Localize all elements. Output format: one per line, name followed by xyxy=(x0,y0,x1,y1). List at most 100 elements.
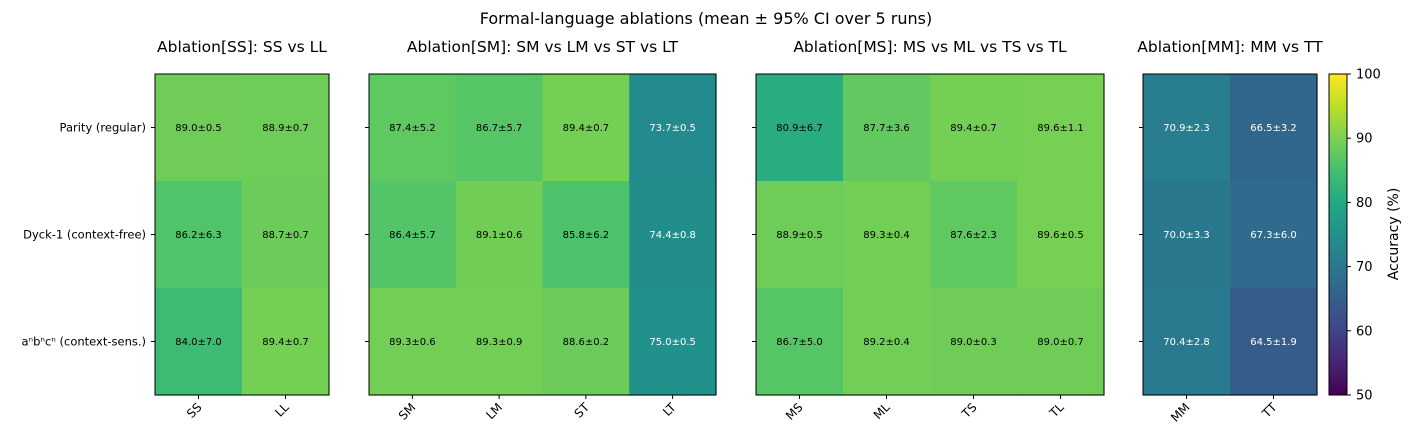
colorbar-tick-label: 50 xyxy=(1356,389,1373,404)
cell-label: 86.4±5.7 xyxy=(389,230,436,241)
heatmap-cell xyxy=(369,288,457,396)
heatmap-cell xyxy=(756,74,844,182)
heatmap-cell xyxy=(843,181,931,289)
cell-label: 89.4±0.7 xyxy=(262,337,309,348)
row-label: aⁿbⁿcⁿ (context-sens.) xyxy=(21,335,146,349)
heatmap-panel-3: Ablation[MS]: MS vs ML vs TS vs TL 80.9±6… xyxy=(752,38,1105,423)
heatmap-cell xyxy=(1230,74,1318,182)
x-tick-label: TS xyxy=(958,400,979,421)
heatmap-cell xyxy=(1230,288,1318,396)
x-tick-label: ML xyxy=(871,400,893,422)
heatmap-cell xyxy=(369,181,457,289)
heatmap-cell xyxy=(843,288,931,396)
cell-label: 89.6±1.1 xyxy=(1037,123,1084,134)
heatmap-cell xyxy=(542,181,630,289)
cell-label: 86.2±6.3 xyxy=(175,230,222,241)
heatmap-cell xyxy=(242,74,330,182)
cell-label: 74.4±0.8 xyxy=(649,230,696,241)
heatmap-cell xyxy=(629,181,717,289)
heatmap-cell xyxy=(242,288,330,396)
heatmap-cell xyxy=(155,74,243,182)
panel-title: Ablation[SS]: SS vs LL xyxy=(157,38,327,56)
heatmap-cell xyxy=(629,74,717,182)
colorbar-tick-label: 90 xyxy=(1356,132,1373,147)
heatmap-panel-2: Ablation[SM]: SM vs LM vs ST vs LT 87.4±5… xyxy=(365,38,717,423)
heatmap-panel-1: Ablation[SS]: SS vs LL 89.0±0.5 88.9±0.7 86… xyxy=(21,38,330,421)
cell-label: 89.3±0.4 xyxy=(863,230,910,241)
heatmap-cell xyxy=(1143,181,1231,289)
x-tick-label: MM xyxy=(1168,400,1193,425)
heatmap-cell xyxy=(542,74,630,182)
figure-title: Formal-language ablations (mean ± 95% CI… xyxy=(480,9,932,28)
panel-title: Ablation[MM]: MM vs TT xyxy=(1137,38,1323,56)
x-tick-label: SM xyxy=(396,400,419,423)
colorbar-tick-label: 60 xyxy=(1356,324,1373,339)
cell-label: 89.1±0.6 xyxy=(476,230,523,241)
colorbar-gradient xyxy=(1328,73,1348,396)
cell-label: 87.6±2.3 xyxy=(950,230,997,241)
heatmap-cell xyxy=(455,288,544,396)
heatmap-cell xyxy=(756,288,844,396)
x-tick-label: SS xyxy=(184,400,205,421)
cell-label: 64.5±1.9 xyxy=(1250,337,1297,348)
cell-label: 75.0±0.5 xyxy=(649,337,696,348)
cell-label: 70.9±2.3 xyxy=(1163,123,1210,134)
heatmap-cell xyxy=(242,181,330,289)
heatmap-cell xyxy=(155,288,243,396)
cell-label: 89.2±0.4 xyxy=(863,337,910,348)
colorbar: 50 60 70 80 90 100 Accuracy (%) xyxy=(1328,68,1402,404)
heatmap-cell xyxy=(930,74,1018,182)
cell-label: 89.0±0.3 xyxy=(950,337,997,348)
panels-layer: Ablation[SS]: SS vs LL 89.0±0.5 88.9±0.7 86… xyxy=(21,38,1323,425)
x-tick-label: MS xyxy=(783,400,806,423)
cell-label: 86.7±5.7 xyxy=(476,123,523,134)
colorbar-tick-label: 70 xyxy=(1356,260,1373,275)
x-tick-label: ST xyxy=(572,400,593,421)
cell-label: 89.4±0.7 xyxy=(950,123,997,134)
heatmap-cell xyxy=(455,181,544,289)
cell-label: 89.0±0.7 xyxy=(1037,337,1084,348)
heatmap-cell xyxy=(155,181,243,289)
heatmap-cell xyxy=(930,288,1018,396)
heatmap-cell xyxy=(369,74,457,182)
cell-label: 67.3±6.0 xyxy=(1250,230,1297,241)
cell-label: 80.9±6.7 xyxy=(776,123,823,134)
heatmap-cell xyxy=(930,181,1018,289)
heatmap-cell xyxy=(629,288,717,396)
panel-title: Ablation[SM]: SM vs LM vs ST vs LT xyxy=(407,38,679,56)
cell-label: 73.7±0.5 xyxy=(649,123,696,134)
x-tick-label: LL xyxy=(272,400,292,420)
x-tick-label: TL xyxy=(1046,400,1067,421)
heatmap-panel-4: Ablation[MM]: MM vs TT 70.9±2.3 66.5±3.2 70… xyxy=(1137,38,1323,425)
cell-label: 66.5±3.2 xyxy=(1250,123,1297,134)
heatmap-cell xyxy=(1017,74,1105,182)
colorbar-tick-label: 80 xyxy=(1356,196,1373,211)
cell-label: 87.4±5.2 xyxy=(389,123,436,134)
cell-label: 84.0±7.0 xyxy=(175,337,222,348)
cell-label: 70.4±2.8 xyxy=(1163,337,1210,348)
cell-label: 89.4±0.7 xyxy=(563,123,610,134)
colorbar-label: Accuracy (%) xyxy=(1386,188,1402,281)
heatmap-cell xyxy=(1017,181,1105,289)
cell-label: 87.7±3.6 xyxy=(863,123,910,134)
x-tick-label: LM xyxy=(483,400,505,422)
cell-label: 89.6±0.5 xyxy=(1037,230,1084,241)
colorbar-tick-label: 100 xyxy=(1356,68,1381,83)
heatmap-cell xyxy=(1143,74,1231,182)
heatmap-cell xyxy=(1230,181,1318,289)
cell-label: 88.7±0.7 xyxy=(262,230,309,241)
row-label: Parity (regular) xyxy=(60,121,146,135)
panel-title: Ablation[MS]: MS vs ML vs TS vs TL xyxy=(793,38,1067,56)
cell-label: 86.7±5.0 xyxy=(776,337,823,348)
cell-label: 89.3±0.9 xyxy=(476,337,523,348)
cell-label: 85.8±6.2 xyxy=(563,230,610,241)
colorbar-ticks: 50 60 70 80 90 100 xyxy=(1347,68,1381,404)
x-tick-label: TT xyxy=(1259,400,1280,421)
cell-label: 88.6±0.2 xyxy=(563,337,610,348)
cell-label: 88.9±0.7 xyxy=(262,123,309,134)
heatmap-cell xyxy=(843,74,931,182)
cell-label: 88.9±0.5 xyxy=(776,230,823,241)
cell-label: 89.0±0.5 xyxy=(175,123,222,134)
heatmap-cell xyxy=(455,74,544,182)
